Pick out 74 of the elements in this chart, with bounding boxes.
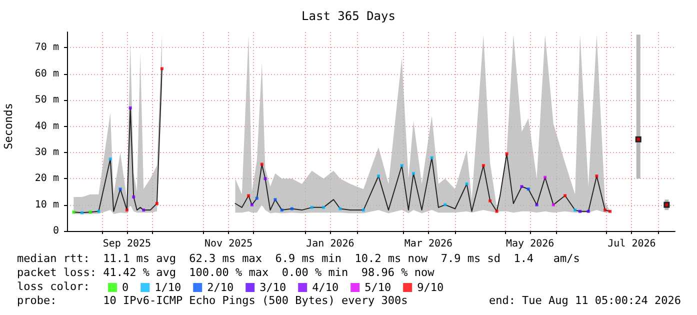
point (544, 176, 547, 179)
point (290, 207, 294, 210)
point (574, 208, 577, 212)
point (376, 174, 380, 178)
text: packet loss: 41.42 % avg 100.00 % max 0.00 % min 98.96 % now (17, 266, 435, 279)
point (255, 196, 258, 200)
point (552, 203, 555, 206)
point (595, 174, 598, 178)
point (465, 182, 468, 186)
legend-label: 2/10 (207, 281, 234, 294)
point (132, 195, 136, 198)
point (604, 208, 607, 212)
point (142, 208, 146, 212)
point (264, 177, 267, 180)
y-tick-label: 30 m (34, 146, 59, 158)
point (88, 210, 92, 214)
legend-label: 3/10 (260, 281, 286, 294)
chart-title: Last 365 Days (302, 9, 396, 23)
point (250, 203, 254, 206)
y-tick-label: 50 m (34, 94, 59, 106)
y-tick-label: 0 (52, 226, 59, 236)
point (488, 199, 492, 202)
point (72, 210, 76, 214)
y-tick-label: 10 m (34, 199, 59, 210)
point (482, 164, 485, 168)
x-tick-label: Jan 2026 (306, 238, 354, 250)
point (97, 210, 100, 213)
point (520, 184, 524, 188)
point (160, 67, 164, 70)
point (322, 206, 326, 209)
point (80, 211, 84, 214)
point (108, 157, 112, 160)
point (412, 172, 415, 175)
point (430, 156, 434, 160)
y-tick-label: 40 m (34, 120, 59, 132)
y-tick-label: 20 m (34, 173, 59, 184)
point (260, 162, 264, 166)
point (578, 210, 582, 213)
point (495, 210, 498, 213)
point (280, 208, 284, 212)
point (608, 210, 612, 213)
x-tick-label: Jul 2026 (608, 238, 656, 250)
y-axis-title: Seconds (2, 103, 15, 150)
text: probe: 10 IPv6-ICMP Echo Pings (500 Bytes) every 300s (17, 294, 408, 307)
y-tick-label: 70 m (34, 42, 59, 54)
point (247, 194, 250, 198)
x-tick-label: May 2026 (506, 238, 554, 250)
point (586, 210, 590, 213)
point (400, 164, 404, 168)
point (535, 203, 538, 206)
point (362, 208, 366, 212)
legend-label: 4/10 (312, 281, 339, 294)
point (444, 203, 447, 206)
legend-label: 9/10 (417, 281, 444, 294)
x-tick-label: Nov 2025 (204, 238, 253, 250)
text: end: Tue Aug 11 05:00:24 2026 (488, 294, 682, 307)
point (128, 106, 132, 110)
point (310, 206, 314, 209)
point (505, 152, 508, 156)
legend-title: loss color: (17, 280, 90, 293)
text: median rtt: 11.1 ms avg 62.3 ms max 6.9 ms min 10.2 ms now 7.9 ms sd 1.4 am/s (17, 252, 580, 265)
legend-label: 1/10 (154, 281, 182, 294)
point (526, 188, 530, 191)
point (338, 207, 342, 210)
legend-label: 0 (122, 281, 129, 294)
point (155, 202, 158, 206)
legend-label: 5/10 (364, 281, 392, 294)
x-tick-label: Sep 2025 (102, 238, 152, 250)
x-tick-label: Mar 2026 (404, 238, 453, 250)
point (118, 188, 122, 191)
y-tick-label: 60 m (34, 68, 59, 80)
point (564, 194, 567, 198)
point (274, 198, 277, 202)
point (125, 208, 128, 212)
